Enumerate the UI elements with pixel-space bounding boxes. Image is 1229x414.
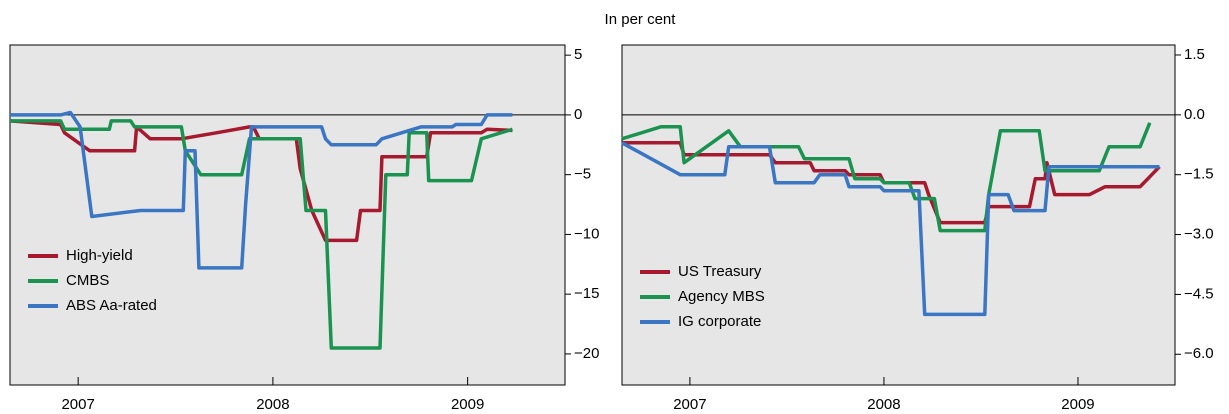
plot-area (621, 44, 1176, 386)
legend-label: US Treasury (678, 263, 762, 280)
y-tick-label: −5 (574, 166, 591, 183)
x-tick-label: 2008 (867, 396, 900, 413)
legend-label: IG corporate (678, 313, 761, 330)
x-tick-label: 2008 (256, 396, 289, 413)
series-line (10, 110, 513, 270)
y-tick-label: −6.0 (1184, 345, 1214, 362)
series-line (10, 119, 513, 350)
y-tick-label: 0 (574, 106, 582, 123)
x-tick-label: 2009 (451, 396, 484, 413)
x-tick-label: 2007 (673, 396, 706, 413)
series-line (622, 141, 1161, 225)
y-tick-label: −15 (574, 285, 599, 302)
legend-label: High-yield (66, 247, 133, 264)
x-tick-label: 2009 (1061, 396, 1094, 413)
series-line (621, 122, 1152, 233)
legend-label: ABS Aa-rated (66, 297, 157, 314)
y-tick-label: 1.5 (1184, 46, 1205, 63)
legend-label: Agency MBS (678, 288, 765, 305)
legend-label: CMBS (66, 272, 109, 289)
y-tick-label: −4.5 (1184, 285, 1214, 302)
y-tick-label: −10 (574, 225, 599, 242)
y-tick-label: 0.0 (1184, 106, 1205, 123)
figure-title: In per cent (605, 11, 677, 28)
y-tick-label: 5 (574, 46, 582, 63)
y-tick-label: −20 (574, 345, 599, 362)
y-tick-label: −1.5 (1184, 166, 1214, 183)
y-tick-label: −3.0 (1184, 226, 1214, 243)
series-line (621, 141, 1160, 317)
x-tick-label: 2007 (61, 396, 94, 413)
